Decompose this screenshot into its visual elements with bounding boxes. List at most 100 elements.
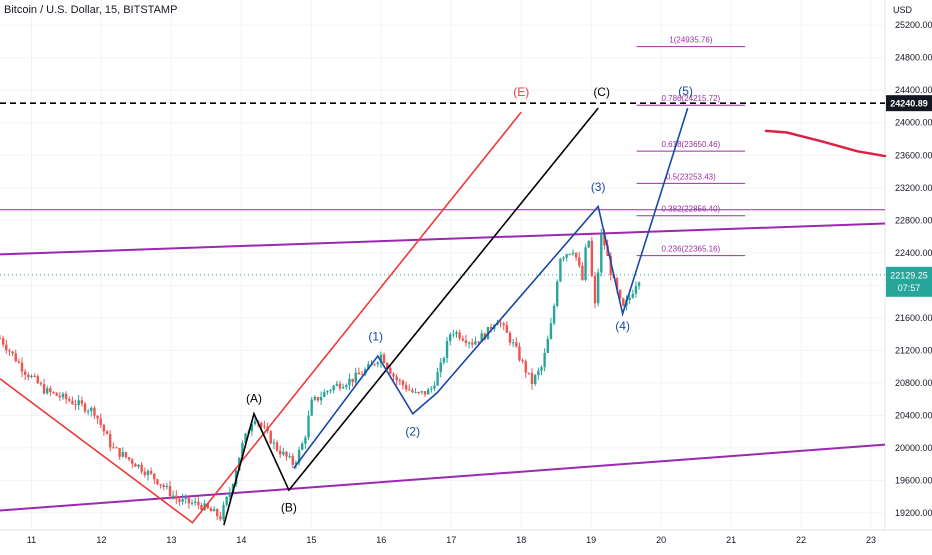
candle-body [540,367,543,371]
y-tick-label: 25200.00 [895,20,932,30]
candle-body [168,485,172,497]
candle-body [121,452,124,457]
time-axis[interactable]: 11 12 13 14 15 16 17 18 19 20 21 22 23 [27,535,876,545]
candle-body [543,352,546,368]
x-tick-label: 14 [236,535,246,545]
candle-body [140,464,143,472]
currency-label: USD [893,5,913,15]
wave-label: (5) [678,84,693,98]
candle-body [537,370,540,376]
candle-body [499,322,502,324]
candle-body [212,509,216,512]
x-tick-label: 19 [586,535,596,545]
candle-body [36,376,39,384]
candle-body [341,387,345,389]
candle-body [263,426,266,428]
candle-body [228,492,232,497]
candle-body [118,447,121,457]
candle-body [511,342,515,344]
candle-body [96,415,99,419]
candle-body [574,252,578,258]
fib-level-label: 0.786(24215.72) [662,94,721,103]
candle-body [518,346,521,361]
symbol-title[interactable]: Bitcoin / U.S. Dollar, 15, BITSTAMP [4,4,178,16]
candle-body [417,392,420,394]
candle-body [313,397,317,400]
countdown-tag-text: 07:57 [898,283,921,293]
wave-line-blue [293,107,689,469]
candle-body [618,289,622,299]
candle-body [631,293,634,298]
candle-body [90,407,93,412]
candle-body [533,375,537,384]
candle-body [414,392,417,394]
x-tick-label: 16 [376,535,386,545]
x-tick-label: 18 [516,535,526,545]
candle-body [442,358,446,363]
candle-body [527,372,531,374]
y-tick-label: 23600.00 [895,150,932,160]
candle-body [423,391,427,395]
candle-body [474,341,477,345]
wave-label: (B) [281,500,297,514]
trend-lines: 1(24935.76) 0.786(24215.72) 0.618(23650.46… [0,36,886,512]
candle-body [197,501,200,506]
candle-body [408,389,411,391]
wave-label: (1) [368,330,383,344]
candle-body [609,255,612,275]
candle-body [332,385,335,390]
candle-body [578,257,581,266]
candle-body [593,275,597,304]
wave-line-black [223,107,599,526]
candle-body [5,344,8,351]
candle-body [93,407,96,416]
candle-body [398,380,402,382]
candle-body [156,479,159,485]
candle-body [326,391,329,393]
projection-curve [764,129,887,158]
candle-body [58,395,62,398]
y-tick-label: 24800.00 [895,53,932,63]
candle-body [8,350,11,352]
candle-body [373,364,376,366]
y-tick-label: 24000.00 [895,118,932,128]
candle-body [329,389,332,392]
candle-body [436,372,439,386]
candle-body [80,400,84,404]
candle-body [338,383,342,389]
candle-body [483,333,487,340]
candle-body [86,411,90,413]
candle-body [219,516,222,520]
candle-body [590,240,594,276]
y-tick-label: 22800.00 [895,215,932,225]
grid [0,0,885,530]
candle-body [452,334,455,336]
candle-body [323,392,326,397]
candle-body [231,484,235,493]
key-level-tag-text: 24240.89 [890,99,928,109]
y-tick-label: 21600.00 [895,313,932,323]
candle-body [345,385,348,388]
candle-body [241,443,244,458]
candle-body [508,332,512,343]
candle-body [386,362,389,368]
candle-body [83,403,87,412]
x-tick-label: 15 [306,535,316,545]
price-axis[interactable]: 19200.00 19600.00 20000.00 20400.00 20800.00… [895,20,932,518]
candle-body [27,374,30,378]
candle-body [108,434,112,448]
candle-body [288,456,291,458]
candle-body [524,361,527,373]
x-tick-label: 20 [656,535,666,545]
candle-body [565,254,568,258]
current-price-tag-text: 22129.25 [890,270,928,280]
wave-label: (4) [615,319,630,333]
candle-body [335,383,339,386]
candle-body [455,332,458,335]
candle-body [153,473,156,480]
candle-body [549,323,553,339]
candle-body [187,497,191,504]
candle-body [102,424,106,432]
